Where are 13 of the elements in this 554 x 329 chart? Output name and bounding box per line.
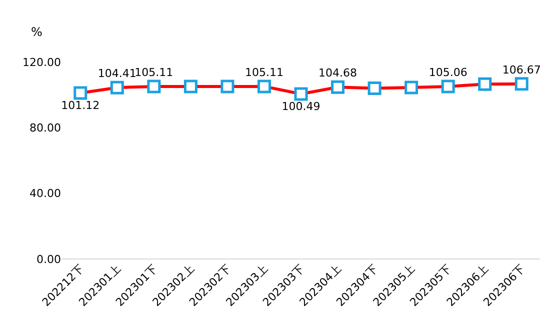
- data-label: 100.49: [282, 100, 320, 114]
- y-axis-title: %: [31, 25, 42, 39]
- data-label: 105.11: [134, 66, 174, 79]
- data-label: 104.41: [98, 66, 136, 80]
- y-tick-label: 0.00: [36, 252, 61, 266]
- y-tick-label: 40.00: [30, 187, 61, 200]
- data-label: 106.67: [502, 63, 541, 76]
- y-tick-label: 80.00: [30, 122, 61, 135]
- data-label: 105.11: [244, 66, 284, 79]
- data-label: 105.06: [428, 66, 468, 79]
- data-label: 101.12: [61, 99, 100, 112]
- data-label: 104.68: [318, 66, 358, 80]
- y-tick-label: 120.00: [22, 56, 61, 69]
